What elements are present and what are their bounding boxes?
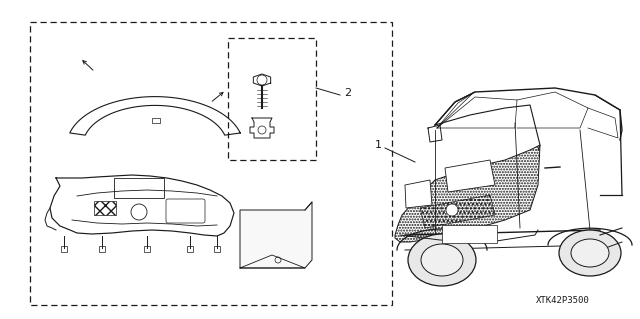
- Ellipse shape: [408, 234, 476, 286]
- Polygon shape: [240, 202, 312, 268]
- Bar: [30, 22, 392, 305]
- Text: 2: 2: [344, 88, 351, 98]
- Bar: [114, 178, 164, 198]
- Text: 1: 1: [375, 140, 382, 150]
- Ellipse shape: [571, 239, 609, 267]
- Polygon shape: [405, 180, 432, 208]
- Bar: [228, 38, 316, 160]
- Bar: [144, 246, 150, 252]
- Bar: [94, 201, 116, 215]
- Ellipse shape: [559, 230, 621, 276]
- Bar: [61, 246, 67, 252]
- Polygon shape: [445, 160, 495, 192]
- Bar: [214, 246, 220, 252]
- Circle shape: [446, 204, 458, 216]
- Bar: [442, 225, 497, 243]
- Bar: [152, 118, 160, 123]
- Text: XTK42P3500: XTK42P3500: [536, 296, 590, 305]
- Bar: [187, 246, 193, 252]
- Bar: [99, 246, 105, 252]
- Ellipse shape: [421, 244, 463, 276]
